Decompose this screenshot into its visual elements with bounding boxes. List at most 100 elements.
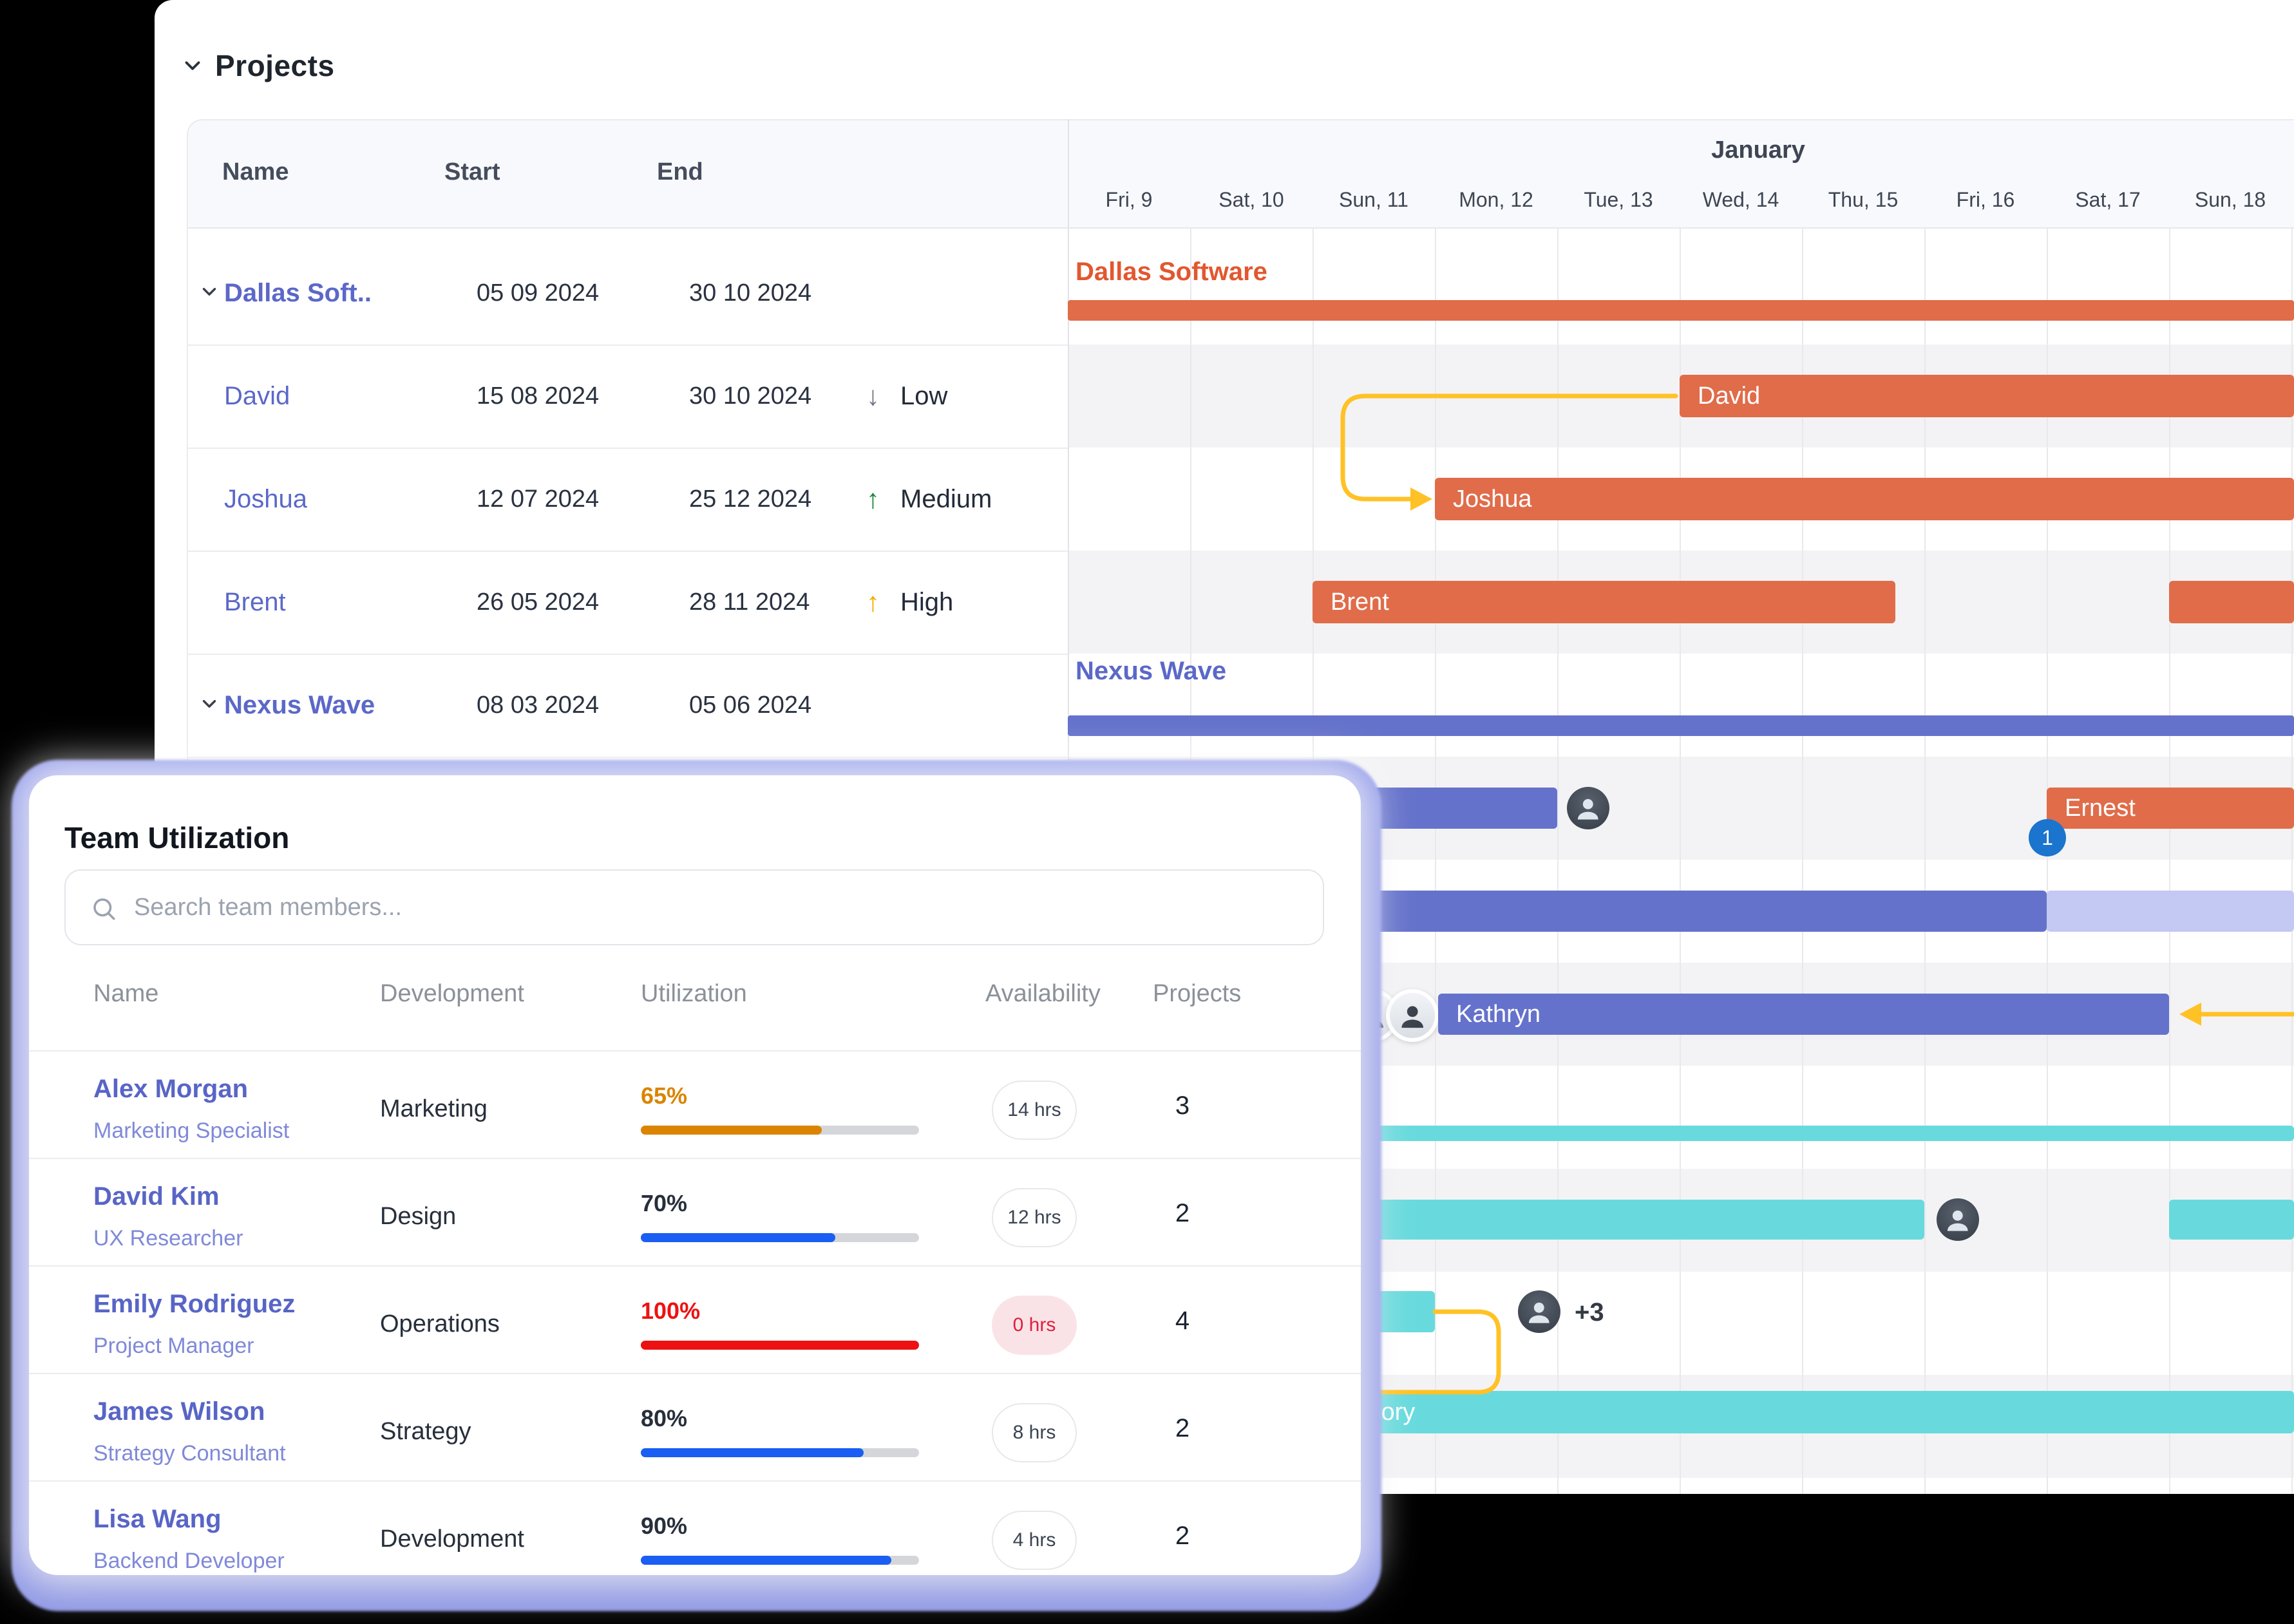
table-row-joshua[interactable]: Joshua 12 07 2024 25 12 2024 ↑ Medium bbox=[187, 448, 1068, 551]
assignee-avatar bbox=[1386, 989, 1439, 1042]
team-col-availability: Availability bbox=[985, 980, 1101, 1007]
row-separator bbox=[187, 551, 1068, 552]
row-separator bbox=[187, 448, 1068, 449]
table-row-dallas[interactable]: Dallas Soft.. 05 09 2024 30 10 2024 bbox=[187, 241, 1068, 345]
utilization-percent: 80% bbox=[641, 1405, 688, 1431]
gantt-bar-purple-projection[interactable] bbox=[2047, 891, 2294, 932]
member-department: Design bbox=[380, 1203, 457, 1230]
member-role: Strategy Consultant bbox=[93, 1441, 286, 1466]
start-date: 26 05 2024 bbox=[477, 588, 600, 616]
member-name-link[interactable]: Alex Morgan bbox=[93, 1075, 249, 1103]
search-icon bbox=[93, 898, 115, 920]
gantt-bar-brent-segment2[interactable] bbox=[2169, 581, 2294, 623]
availability-pill: 0 hrs bbox=[992, 1296, 1077, 1355]
priority-label: Medium bbox=[900, 484, 992, 513]
gantt-bar-david[interactable]: David bbox=[1680, 375, 2294, 417]
team-row-emily-rodriguez[interactable]: Emily Rodriguez Project Manager Operatio… bbox=[29, 1265, 1361, 1373]
member-name-link[interactable]: Lisa Wang bbox=[93, 1505, 222, 1533]
projects-section-header[interactable]: Projects bbox=[180, 46, 335, 85]
project-link[interactable]: Nexus Wave bbox=[224, 690, 375, 719]
team-row-james-wilson[interactable]: James Wilson Strategy Consultant Strateg… bbox=[29, 1373, 1361, 1480]
grid-line bbox=[2047, 229, 2048, 1494]
member-department: Development bbox=[380, 1525, 524, 1553]
member-name-link[interactable]: Emily Rodriguez bbox=[93, 1290, 296, 1318]
gantt-bar-teal-b[interactable] bbox=[2169, 1200, 2294, 1240]
grid-line bbox=[1435, 229, 1436, 1494]
search-input[interactable] bbox=[133, 871, 1294, 944]
bar-label: Joshua bbox=[1453, 485, 1532, 513]
timeline-day-label: Thu, 15 bbox=[1828, 188, 1899, 211]
member-name-link[interactable]: David Kim bbox=[93, 1182, 220, 1211]
team-col-name: Name bbox=[93, 980, 159, 1007]
end-date: 25 12 2024 bbox=[689, 485, 812, 513]
table-row-brent[interactable]: Brent 26 05 2024 28 11 2024 ↑ High bbox=[187, 551, 1068, 654]
member-role: Marketing Specialist bbox=[93, 1119, 290, 1143]
team-row-lisa-wang[interactable]: Lisa Wang Backend Developer Development … bbox=[29, 1480, 1361, 1575]
column-header-start: Start bbox=[444, 158, 500, 185]
gantt-bar-ernest[interactable]: Ernest bbox=[2047, 788, 2294, 829]
member-department: Marketing bbox=[380, 1095, 488, 1122]
team-col-projects: Projects bbox=[1153, 980, 1242, 1007]
start-date: 08 03 2024 bbox=[477, 691, 600, 719]
utilization-bar bbox=[641, 1233, 919, 1242]
utilization-bar bbox=[641, 1556, 919, 1565]
gantt-bar-joshua[interactable]: Joshua bbox=[1435, 478, 2294, 520]
table-row-david[interactable]: David 15 08 2024 30 10 2024 ↓ Low bbox=[187, 345, 1068, 448]
team-row-alex-morgan[interactable]: Alex Morgan Marketing Specialist Marketi… bbox=[29, 1050, 1361, 1158]
row-separator bbox=[187, 345, 1068, 346]
dependency-count-badge[interactable]: 1 bbox=[2029, 819, 2066, 856]
bar-label: Ernest bbox=[2065, 794, 2136, 822]
availability-pill: 12 hrs bbox=[992, 1188, 1077, 1247]
projects-count: 4 bbox=[1175, 1307, 1190, 1335]
utilization-bar-fill bbox=[641, 1341, 919, 1350]
utilization-bar-fill bbox=[641, 1126, 822, 1135]
search-box[interactable] bbox=[64, 869, 1324, 945]
utilization-bar bbox=[641, 1126, 919, 1135]
timeline-day-label: Fri, 16 bbox=[1956, 188, 2015, 211]
utilization-bar bbox=[641, 1341, 919, 1350]
priority-label: High bbox=[900, 587, 954, 616]
gantt-bar-nexus-summary[interactable] bbox=[1068, 715, 2294, 736]
assignee-avatar bbox=[1518, 1290, 1560, 1333]
gantt-bar-dallas-summary[interactable] bbox=[1068, 300, 2294, 321]
chevron-down-icon[interactable] bbox=[198, 693, 220, 715]
grid-line bbox=[1924, 229, 1926, 1494]
utilization-percent: 70% bbox=[641, 1190, 688, 1216]
timeline-day-label: Wed, 14 bbox=[1702, 188, 1779, 211]
table-row-nexus[interactable]: Nexus Wave 08 03 2024 05 06 2024 bbox=[187, 654, 1068, 757]
chevron-down-icon[interactable] bbox=[198, 281, 220, 303]
assignee-avatar bbox=[1937, 1198, 1979, 1241]
timeline-day-label: Tue, 13 bbox=[1584, 188, 1653, 211]
member-name-link[interactable]: James Wilson bbox=[93, 1397, 265, 1426]
task-link[interactable]: Joshua bbox=[224, 484, 307, 513]
gantt-bar-brent[interactable]: Brent bbox=[1313, 581, 1895, 623]
availability-pill: 4 hrs bbox=[992, 1511, 1077, 1570]
projects-count: 2 bbox=[1175, 1522, 1190, 1550]
projects-count: 2 bbox=[1175, 1414, 1190, 1442]
start-date: 15 08 2024 bbox=[477, 382, 600, 410]
member-role: Backend Developer bbox=[93, 1549, 285, 1573]
row-separator bbox=[187, 654, 1068, 655]
assignee-overflow-count[interactable]: +3 bbox=[1575, 1298, 1604, 1327]
member-role: Project Manager bbox=[93, 1334, 254, 1358]
timeline-day-label: Sat, 10 bbox=[1218, 188, 1284, 211]
team-row-david-kim[interactable]: David Kim UX Researcher Design 70% 12 hr… bbox=[29, 1158, 1361, 1265]
end-date: 30 10 2024 bbox=[689, 382, 812, 410]
end-date: 05 06 2024 bbox=[689, 691, 812, 719]
availability-pill: 8 hrs bbox=[992, 1403, 1077, 1462]
project-bar-label-nexus: Nexus Wave bbox=[1076, 657, 1227, 685]
chevron-down-icon bbox=[185, 61, 200, 70]
gantt-bar-kathryn[interactable]: Kathryn bbox=[1438, 994, 2169, 1035]
grid-line bbox=[2169, 229, 2170, 1494]
timeline-day-label: Mon, 12 bbox=[1459, 188, 1533, 211]
team-col-development: Development bbox=[380, 980, 524, 1007]
grid-line bbox=[1802, 229, 1803, 1494]
task-link[interactable]: David bbox=[224, 381, 290, 410]
column-header-end: End bbox=[657, 158, 703, 185]
assignee-avatar bbox=[1567, 787, 1609, 829]
task-link[interactable]: Brent bbox=[224, 587, 286, 616]
availability-pill: 14 hrs bbox=[992, 1081, 1077, 1140]
timeline-day-label: Sun, 11 bbox=[1339, 188, 1408, 211]
card-title: Team Utilization bbox=[64, 821, 290, 854]
project-link[interactable]: Dallas Soft.. bbox=[224, 278, 372, 307]
